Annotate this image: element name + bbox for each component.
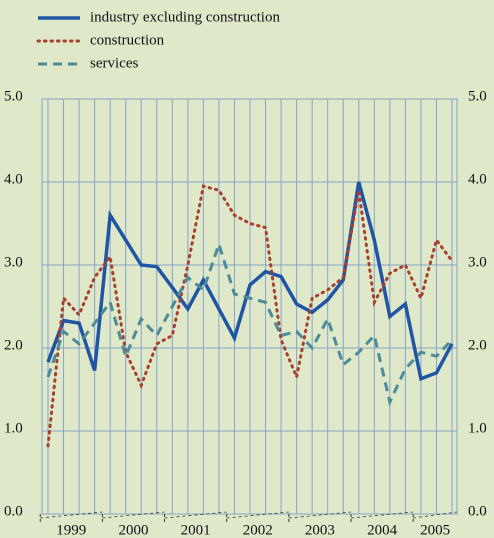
legend-label: industry excluding construction [90,9,280,25]
year-bracket [350,511,414,519]
x-tick-label: 1999 [56,522,86,538]
y2-tick-label: 2.0 [468,337,487,353]
y2-tick-label: 4.0 [468,171,487,187]
legend-label: construction [90,32,165,48]
x-tick-label: 2003 [305,522,335,538]
x-tick-label: 2001 [181,522,211,538]
x-tick-label: 2004 [367,522,398,538]
y-tick-label: 1.0 [4,420,23,436]
series-line [46,184,454,448]
plot-frame [41,98,458,515]
y-tick-label: 4.0 [4,171,23,187]
y-tick-label: 5.0 [4,88,23,104]
y2-tick-label: 3.0 [468,254,487,270]
year-bracket [102,511,165,519]
y2-tick-label: 0.0 [468,503,487,519]
x-tick-label: 2002 [243,522,273,538]
year-bracket [40,511,103,519]
y2-tick-label: 5.0 [468,88,487,104]
y-tick-label: 3.0 [4,254,23,270]
y-tick-label: 0.0 [4,503,23,519]
series-line [46,181,454,382]
x-tick-label: 2000 [118,522,148,538]
year-bracket [413,511,458,519]
y-tick-label: 2.0 [4,337,23,353]
year-bracket [164,511,227,519]
legend-label: services [90,55,138,71]
y2-tick-label: 1.0 [468,420,487,436]
year-bracket [288,511,352,519]
x-tick-label: 2005 [420,522,450,538]
year-bracket [226,511,289,519]
series-line [46,239,454,407]
